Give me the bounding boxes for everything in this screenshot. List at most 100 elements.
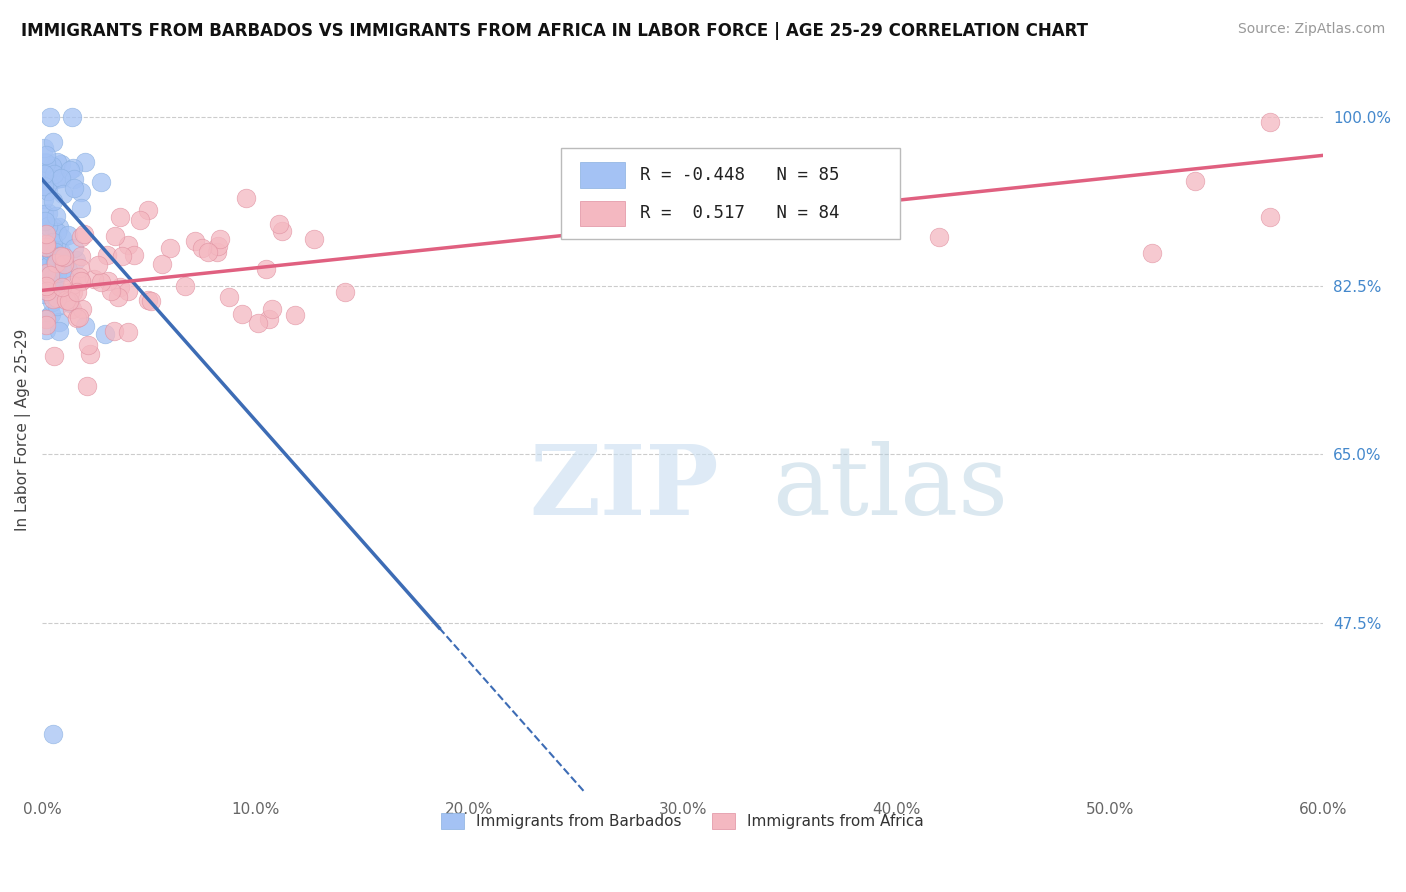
Point [42,194,65,208]
Point [197,245,219,260]
Point [207,238,229,252]
Point [66,285,89,299]
Point [35,156,58,170]
Point [39,244,62,258]
Point [52,187,75,202]
Point [34,214,56,228]
Point [56,227,79,242]
Point [39,286,62,301]
Point [67,269,90,284]
Point [48,324,70,338]
Point [34,154,56,169]
Point [35,284,58,298]
Point [35,227,58,242]
Text: R = -0.448   N = 85: R = -0.448 N = 85 [640,166,839,184]
Point [59,163,82,178]
Point [45,171,67,186]
Point [45,280,67,294]
Text: ZIP: ZIP [529,442,718,535]
Point [39,286,62,301]
Point [150,257,173,271]
Point [107,290,129,304]
Point [42,349,65,363]
FancyBboxPatch shape [581,201,626,226]
Point [48,315,70,329]
Point [184,234,207,248]
Point [70,274,93,288]
Point [38,110,60,124]
Point [48,249,70,263]
Point [191,241,214,255]
Point [49,157,72,171]
Point [37,206,59,220]
Point [65,253,87,268]
Point [51,252,73,267]
Point [69,260,91,275]
Point [35,266,58,280]
Point [97,274,120,288]
Point [124,248,146,262]
Point [87,258,110,272]
Point [45,225,67,239]
Point [35,318,58,333]
Point [51,280,73,294]
FancyBboxPatch shape [581,162,626,187]
Point [42,135,65,149]
Point [59,285,82,299]
Point [46,286,69,301]
Point [34,249,56,263]
Point [49,249,72,263]
Point [35,323,58,337]
Point [42,292,65,306]
Point [42,289,65,303]
Point [128,213,150,227]
Point [44,256,66,270]
Point [39,307,62,321]
Point [41,159,63,173]
Point [41,271,63,285]
Point [37,223,59,237]
Point [41,295,63,310]
Point [63,181,86,195]
Point [60,277,83,292]
Point [45,266,67,280]
Point [37,219,59,233]
Point [136,202,159,217]
Point [108,210,131,224]
Point [59,296,82,310]
Text: Source: ZipAtlas.com: Source: ZipAtlas.com [1237,22,1385,37]
Point [117,237,139,252]
Point [32,193,55,207]
Point [62,285,84,300]
Point [32,207,55,221]
Point [63,241,86,255]
Point [66,311,89,326]
Point [45,255,67,269]
Point [1142,246,1164,260]
Point [333,285,356,299]
Point [52,257,75,271]
Text: IMMIGRANTS FROM BARBADOS VS IMMIGRANTS FROM AFRICA IN LABOR FORCE | AGE 25-29 CO: IMMIGRANTS FROM BARBADOS VS IMMIGRANTS F… [21,22,1088,40]
Point [302,232,325,246]
Point [38,178,60,192]
Point [103,324,125,338]
Point [35,148,58,162]
Point [32,167,55,181]
Point [39,165,62,179]
Point [51,244,73,259]
Point [42,727,65,741]
Point [35,237,58,252]
Point [51,171,73,186]
Point [42,220,65,235]
Point [100,284,122,298]
Point [37,241,59,255]
Point [62,161,84,176]
Point [254,262,277,277]
Point [32,178,55,193]
Point [207,244,229,259]
Point [69,185,91,199]
Point [35,311,58,326]
Point [262,301,284,316]
Point [32,256,55,270]
Point [235,191,257,205]
